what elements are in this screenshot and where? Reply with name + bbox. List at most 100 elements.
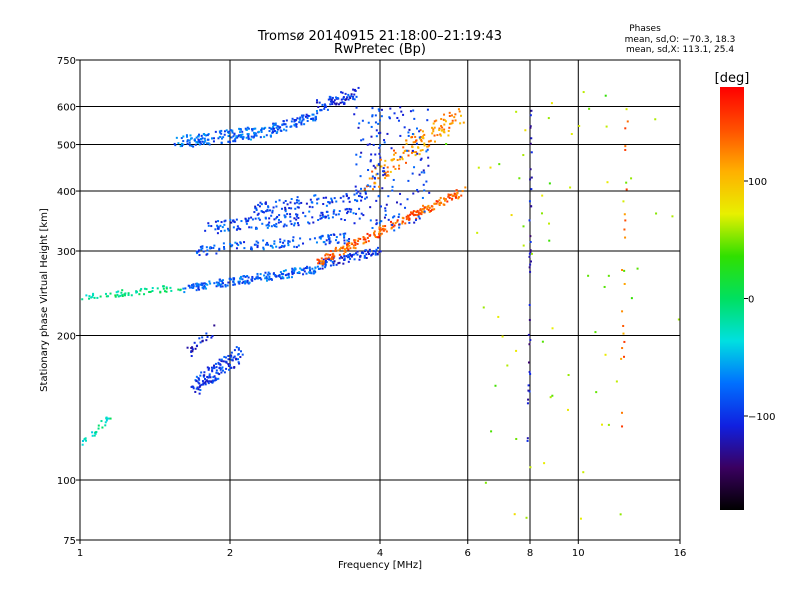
data-point [365, 253, 368, 256]
data-point [143, 287, 146, 290]
data-point [415, 151, 418, 154]
data-point [208, 246, 211, 249]
data-point [199, 384, 202, 387]
data-point [402, 151, 405, 154]
data-point [396, 116, 399, 119]
data-point [515, 110, 518, 113]
data-point [389, 220, 392, 223]
data-point [419, 208, 422, 211]
data-point [622, 200, 625, 203]
data-point [411, 212, 414, 215]
data-point [482, 306, 485, 309]
data-point [418, 130, 421, 133]
data-point [378, 109, 381, 112]
data-point [322, 203, 325, 206]
data-point [298, 117, 301, 120]
data-point [81, 440, 84, 443]
data-point [443, 119, 446, 122]
data-point [235, 135, 238, 138]
data-point [344, 232, 347, 235]
data-point [350, 93, 353, 96]
data-point [250, 278, 253, 281]
data-point [335, 102, 338, 105]
data-point [359, 237, 362, 240]
data-point [332, 262, 335, 265]
data-point [345, 194, 348, 197]
data-point [462, 121, 465, 124]
data-point [344, 92, 347, 95]
data-point [360, 151, 363, 154]
data-point [274, 274, 277, 277]
data-point [216, 372, 219, 375]
data-point [216, 283, 219, 286]
data-point [231, 359, 234, 362]
data-point [221, 282, 224, 285]
data-point [391, 216, 394, 219]
data-point [278, 214, 281, 217]
data-point [339, 233, 342, 236]
data-point [84, 439, 87, 442]
data-point [165, 286, 168, 289]
data-point [324, 105, 327, 108]
data-point [458, 110, 461, 113]
y-tick-label: 400 [57, 187, 76, 198]
data-point [201, 247, 204, 250]
data-point [417, 215, 420, 218]
data-point [375, 129, 378, 132]
data-point [390, 159, 393, 162]
data-point [190, 350, 193, 353]
data-point [293, 217, 296, 220]
data-point [371, 114, 374, 117]
data-point [350, 255, 353, 258]
data-point [151, 289, 154, 292]
y-tick-label: 600 [57, 103, 76, 114]
data-point [510, 214, 513, 217]
data-point [625, 188, 628, 191]
data-point [426, 119, 429, 122]
data-point [316, 101, 319, 104]
data-point [390, 147, 393, 150]
data-point [448, 196, 451, 199]
data-point [220, 371, 223, 374]
stats-o: mean, sd,O: −70.3, 18.3 [625, 35, 736, 45]
data-point [200, 371, 203, 374]
data-point [318, 101, 321, 104]
data-point [372, 250, 375, 253]
data-point [389, 107, 392, 110]
data-point [360, 212, 363, 215]
data-point [247, 276, 250, 279]
x-tick-label: 1 [77, 548, 83, 559]
data-point [393, 149, 396, 152]
data-point [346, 242, 349, 245]
data-point [217, 362, 220, 365]
data-point [333, 102, 336, 105]
data-point [306, 267, 309, 270]
data-point [343, 234, 346, 237]
data-point [188, 286, 191, 289]
data-point [99, 295, 102, 298]
data-point [603, 285, 606, 288]
data-point [200, 282, 203, 285]
data-point [273, 218, 276, 221]
data-point [295, 125, 298, 128]
data-point [213, 366, 216, 369]
data-point [91, 431, 94, 434]
data-point [335, 200, 338, 203]
data-point [140, 287, 143, 290]
data-point [356, 253, 359, 256]
data-point [401, 216, 404, 219]
data-point [273, 242, 276, 245]
data-point [223, 371, 226, 374]
data-point [384, 207, 387, 210]
data-point [265, 279, 268, 282]
data-point [285, 119, 288, 122]
data-point [354, 239, 357, 242]
data-point [218, 363, 221, 366]
data-point [333, 233, 336, 236]
data-point [387, 174, 390, 177]
data-point [528, 390, 531, 393]
data-point [305, 265, 308, 268]
data-point [90, 296, 93, 299]
data-point [529, 338, 532, 341]
data-point [268, 277, 271, 280]
